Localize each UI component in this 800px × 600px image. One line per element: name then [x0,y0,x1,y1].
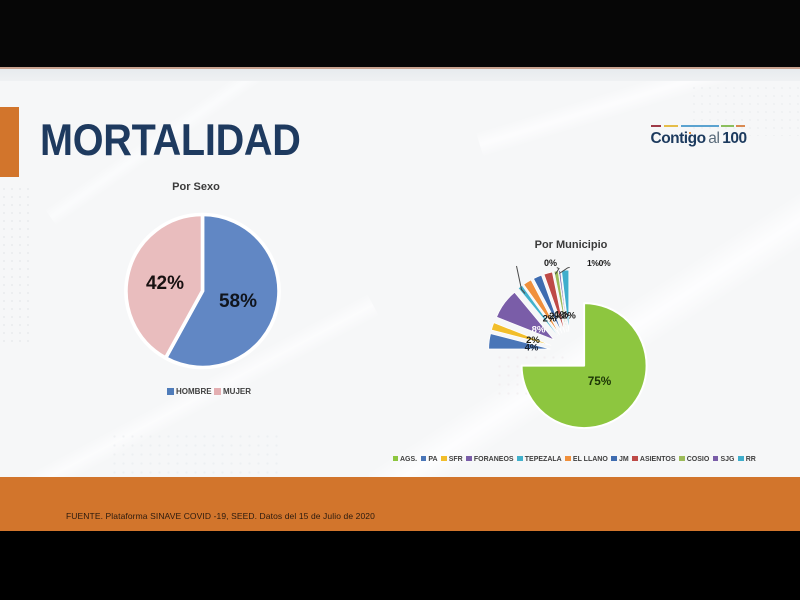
svg-text:2%: 2% [543,314,557,325]
svg-text:0%: 0% [544,258,557,268]
svg-text:1%0%: 1%0% [587,258,611,268]
svg-text:2%: 2% [549,311,563,322]
svg-text:58%: 58% [219,291,257,312]
svg-text:2%: 2% [526,335,540,346]
svg-text:8%: 8% [532,325,546,336]
svg-text:1%: 1% [555,310,569,321]
svg-text:4%: 4% [525,343,539,354]
svg-text:75%: 75% [588,374,612,388]
svg-text:42%: 42% [146,273,184,294]
svg-text:2%: 2% [562,311,576,322]
